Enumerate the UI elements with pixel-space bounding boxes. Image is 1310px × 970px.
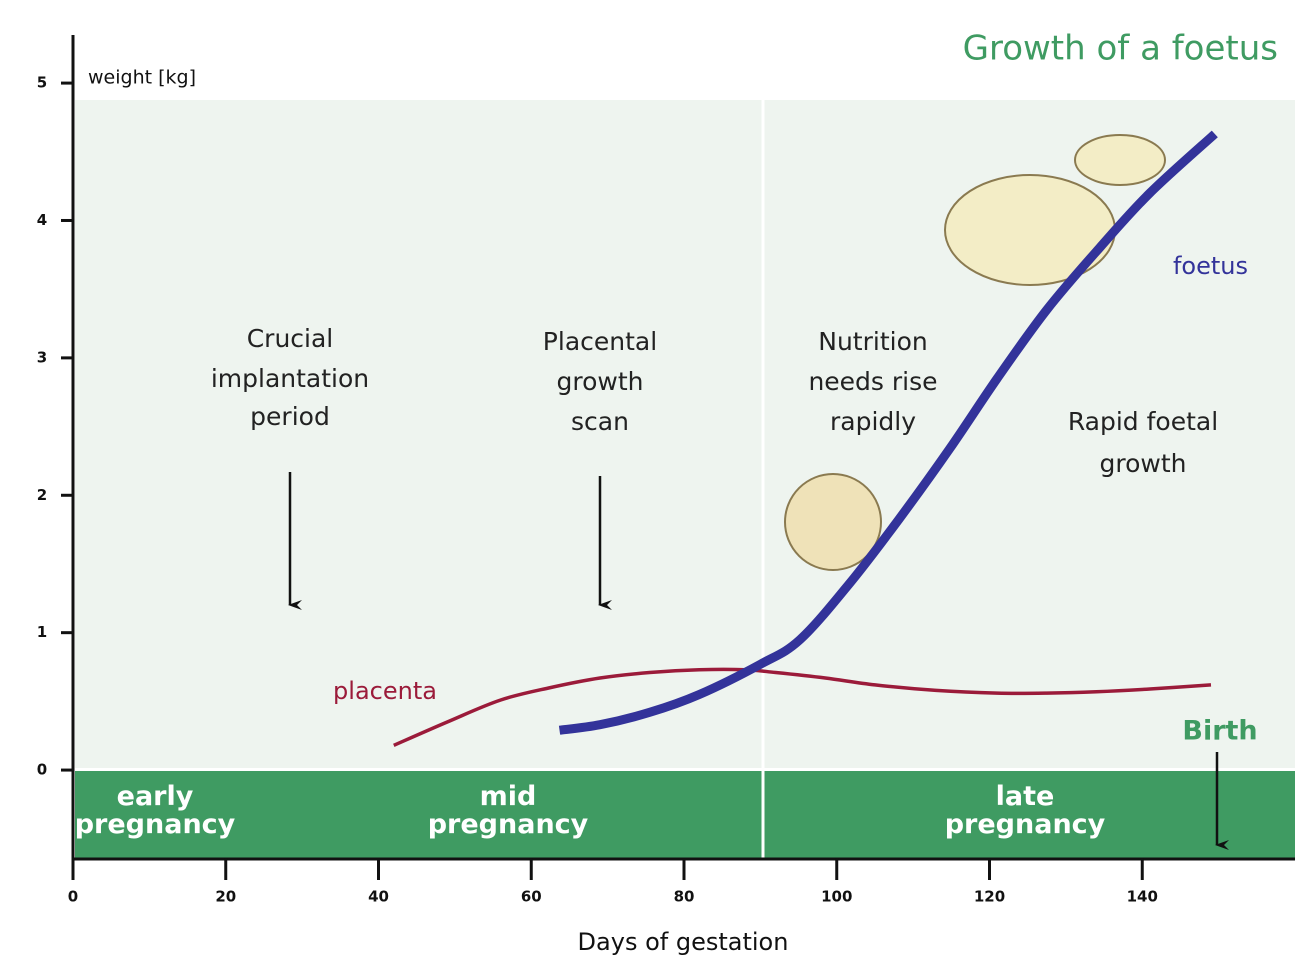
y-axis-label: weight [kg] (88, 67, 196, 89)
annotation: Birth (1182, 716, 1257, 747)
series-label: placenta (333, 677, 437, 705)
phase-label: mid pregnancy (428, 781, 589, 840)
y-tick-label: 5 (37, 74, 47, 92)
x-tick-label: 140 (1127, 888, 1158, 906)
chart-title: Growth of a foetus (963, 29, 1278, 69)
y-tick-label: 2 (37, 486, 47, 504)
x-tick-label: 100 (821, 888, 852, 906)
series-label: foetus (1173, 252, 1248, 280)
x-tick-label: 40 (368, 888, 389, 906)
x-tick-label: 120 (974, 888, 1005, 906)
y-tick-label: 1 (37, 623, 47, 641)
x-tick-label: 20 (215, 888, 236, 906)
series-line (393, 667, 1212, 747)
annotation: Rapid foetal growth (1068, 407, 1218, 478)
phase-label: early pregnancy (75, 781, 236, 840)
y-tick-label: 0 (37, 761, 47, 779)
x-tick-label: 0 (68, 888, 78, 906)
annotation: Crucial implantation period (211, 324, 369, 431)
y-tick-label: 4 (37, 211, 47, 229)
y-tick-label: 3 (37, 348, 47, 366)
x-tick-label: 60 (521, 888, 542, 906)
x-tick-label: 80 (674, 888, 695, 906)
series-line (558, 130, 1218, 735)
annotation: Placental growth scan (543, 327, 657, 436)
foetus-illustration (784, 134, 1166, 571)
annotation: Nutrition needs rise rapidly (808, 327, 937, 436)
phase-band (75, 771, 1295, 858)
phase-label: late pregnancy (945, 781, 1106, 840)
x-axis-label: Days of gestation (578, 928, 789, 956)
